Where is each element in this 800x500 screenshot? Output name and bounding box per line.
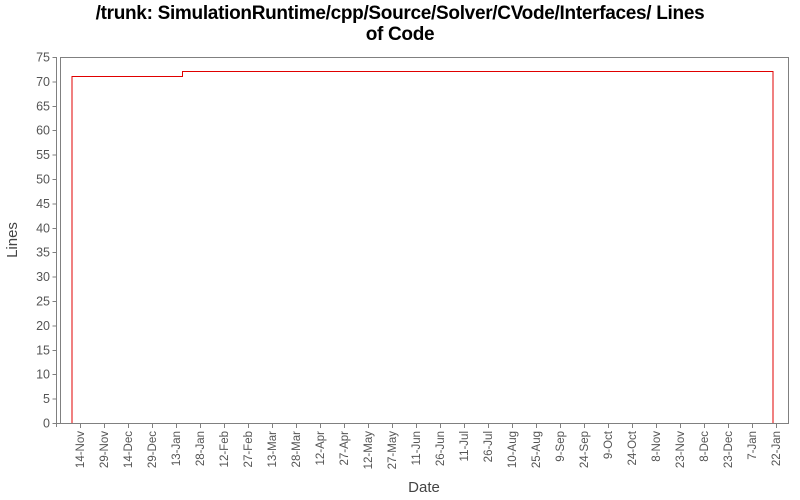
x-tick-label: 11-Jun [411,431,423,465]
x-tick-label: 9-Oct [603,430,615,459]
x-tick-label: 13-Mar [267,431,279,468]
y-tick-label: 0 [43,417,50,431]
y-tick-label: 15 [36,343,50,357]
y-tick-label: 25 [36,295,50,309]
chart-title-line2: of Code [365,24,435,45]
loc-series-line [71,71,774,423]
x-tick-label: 12-Apr [315,431,327,466]
y-tick-label: 10 [36,368,50,382]
y-tick-label: 20 [36,319,50,333]
x-tick-label: 27-Feb [243,431,255,467]
y-tick-label: 65 [36,99,50,113]
chart-title-line1: /trunk: SimulationRuntime/cpp/Source/Sol… [95,3,705,24]
x-tick-label: 14-Nov [75,431,87,468]
x-tick-label: 13-Jan [171,431,183,466]
x-tick-label: 25-Aug [531,431,543,468]
y-tick-label: 5 [43,392,50,406]
x-tick-label: 27-May [387,431,399,470]
x-tick-label: 11-Jul [459,431,471,461]
x-tick-label: 8-Dec [699,431,711,462]
x-tick-label: 14-Dec [123,431,135,468]
y-tick-label: 30 [36,270,50,284]
x-tick-label: 26-Jul [483,431,495,462]
y-tick-label: 75 [36,51,50,65]
y-axis-title: Lines [4,222,21,258]
x-tick-label: 23-Nov [675,431,687,468]
y-tick-label: 40 [36,221,50,235]
x-tick-label: 24-Oct [627,430,639,465]
x-tick-label: 28-Mar [291,431,303,468]
x-tick-label: 24-Sep [579,431,591,468]
x-tick-label: 12-May [363,431,375,470]
y-tick-label: 35 [36,246,50,260]
chart-title: /trunk: SimulationRuntime/cpp/Source/Sol… [0,3,800,45]
x-tick-label: 12-Feb [219,431,231,467]
x-tick-label: 22-Jan [771,431,783,466]
x-tick-label: 10-Aug [507,431,519,468]
plot-frame [60,57,789,424]
x-tick-label: 8-Nov [651,431,663,462]
x-tick-label: 29-Dec [147,431,159,468]
y-tick-label: 70 [36,75,50,89]
x-tick-label: 9-Sep [555,431,567,462]
x-tick-label: 23-Dec [723,431,735,468]
y-tick-label: 55 [36,148,50,162]
y-tick-label: 45 [36,197,50,211]
x-tick-label: 7-Jan [747,431,759,460]
x-tick-label: 27-Apr [339,431,351,466]
x-axis-title: Date [408,479,440,496]
y-tick-label: 60 [36,124,50,138]
x-tick-label: 26-Jun [435,431,447,466]
x-tick-label: 29-Nov [99,431,111,468]
y-tick-label: 50 [36,173,50,187]
x-tick-label: 28-Jan [195,431,207,466]
